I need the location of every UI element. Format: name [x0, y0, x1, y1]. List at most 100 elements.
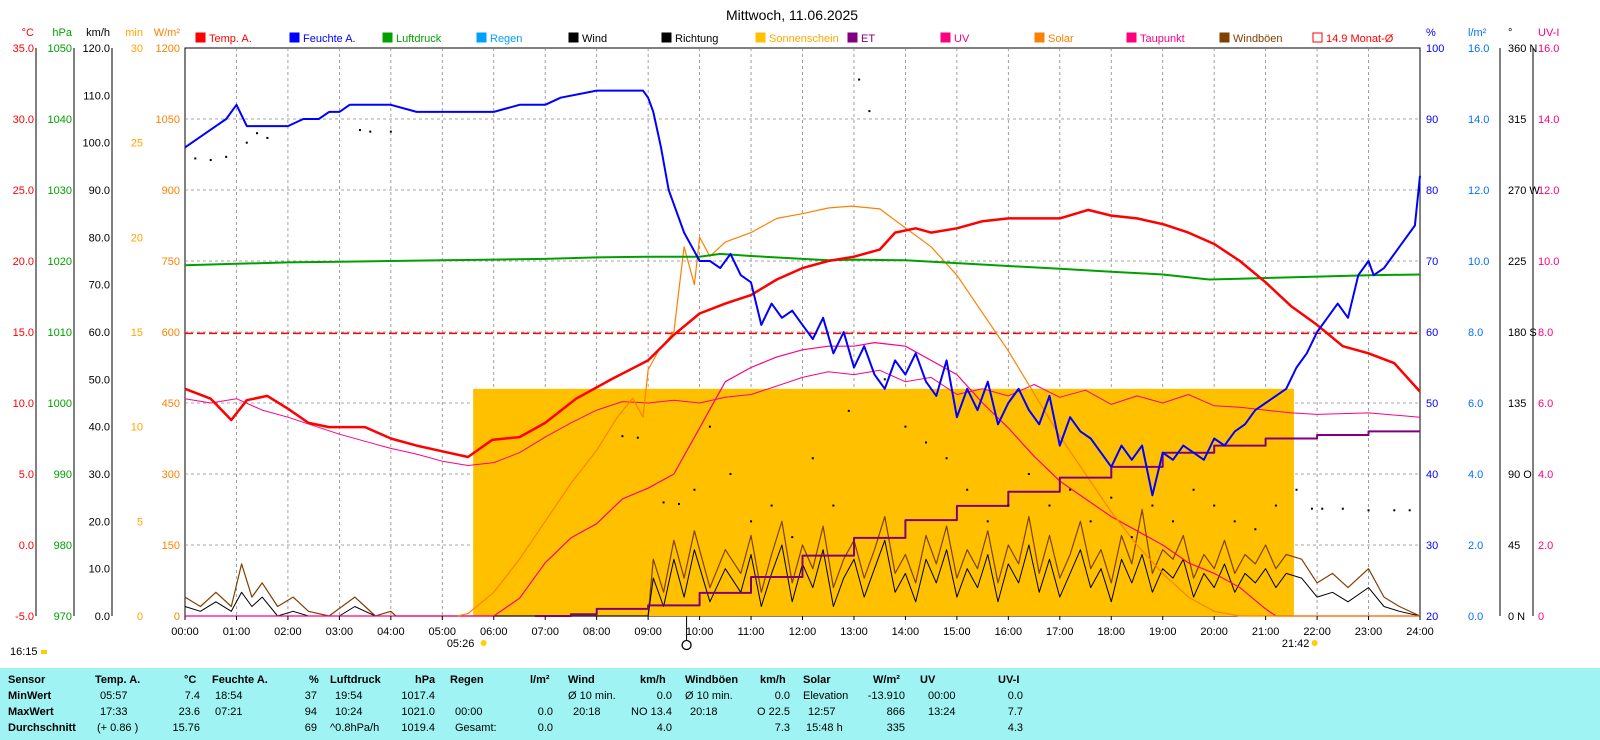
sunset-label: 21:42: [1282, 638, 1310, 650]
stats-max-uv: 7.7: [1007, 706, 1023, 718]
stats-avg-temp: 15.76: [172, 722, 200, 734]
direction-point: [1213, 504, 1216, 507]
x-tick-label: 08:00: [583, 626, 611, 638]
stats-max-solar: 866: [886, 706, 905, 718]
direction-point: [1130, 536, 1133, 539]
axis-tick-label-uv: 2.0: [1538, 540, 1553, 552]
series-line-uv: [185, 342, 1420, 617]
axis-tick-label-direction: 315: [1508, 114, 1526, 126]
direction-point: [636, 436, 639, 439]
axis-tick-label-wind: 10.0: [89, 564, 110, 576]
legend-label: Feuchte A.: [303, 33, 356, 45]
stats-max-solar-time: 12:57: [808, 706, 836, 718]
stats-max-press: 1021.0: [401, 706, 435, 718]
legend-swatch: [1312, 32, 1323, 43]
x-tick-label: 04:00: [377, 626, 405, 638]
direction-point: [1172, 520, 1174, 523]
axis-tick-label-uv: 8.0: [1538, 327, 1553, 339]
axis-unit-sunshine_min: min: [125, 27, 143, 39]
direction-point: [693, 488, 696, 491]
direction-point: [1089, 520, 1092, 523]
axis-tick-label-rain: 16.0: [1468, 43, 1489, 55]
stats-header-press-unit: hPa: [415, 674, 436, 686]
direction-point: [1274, 504, 1277, 507]
axis-unit-uv: UV-I: [1538, 27, 1559, 39]
axis-tick-label-sunshine_min: 25: [131, 138, 143, 150]
stats-min-solar: -13.910: [867, 690, 905, 702]
direction-point: [708, 425, 711, 428]
axis-tick-label-direction: 270 W: [1508, 185, 1540, 197]
stats-avg-temp-note: (+ 0.86 ): [97, 722, 139, 734]
x-tick-label: 02:00: [274, 626, 302, 638]
axis-tick-label-humidity: 60: [1426, 327, 1438, 339]
legend-label: Taupunkt: [1140, 33, 1185, 45]
stats-avg-wind: 4.0: [656, 722, 672, 734]
direction-point: [1151, 504, 1154, 507]
stats-avg-uv: 4.3: [1007, 722, 1023, 734]
series-line-feuchtea: [184, 89, 1421, 497]
axis-tick-label-solar: 1200: [156, 43, 180, 55]
legend-swatch: [755, 32, 766, 43]
direction-point: [945, 457, 948, 460]
axis-unit-direction: °: [1508, 27, 1512, 39]
legend-label: Solar: [1048, 33, 1074, 45]
axis-tick-label-rain: 14.0: [1468, 114, 1489, 126]
legend-label: Luftdruck: [396, 33, 442, 45]
direction-point: [662, 501, 665, 504]
direction-point: [209, 159, 212, 162]
stats-header-sensor: Sensor: [8, 674, 46, 686]
axis-tick-label-solar: 300: [162, 469, 180, 481]
stats-min-hum-time: 18:54: [215, 690, 243, 702]
x-tick-label: 06:00: [480, 626, 508, 638]
axis-tick-label-direction: 45: [1508, 540, 1520, 552]
x-tick-label: 14:00: [892, 626, 920, 638]
series-line-solar: [457, 205, 1420, 617]
stats-row-min-label: MinWert: [8, 690, 52, 702]
axis-tick-label-wind: 90.0: [89, 185, 110, 197]
stats-row-avg-label: Durchschnitt: [8, 722, 76, 734]
x-tick-label: 23:00: [1355, 626, 1383, 638]
legend-swatch: [568, 32, 579, 43]
legend-label: ET: [861, 33, 875, 45]
legend-swatch: [1034, 32, 1045, 43]
axis-tick-label-wind: 20.0: [89, 516, 110, 528]
direction-point: [770, 504, 773, 507]
series-layer: [184, 78, 1421, 617]
x-tick-label: 22:00: [1303, 626, 1331, 638]
direction-point: [791, 536, 794, 539]
direction-point: [868, 110, 871, 113]
axis-tick-label-sunshine_min: 30: [131, 43, 143, 55]
x-tick-label: 16:00: [995, 626, 1023, 638]
direction-point: [1393, 509, 1396, 512]
axis-tick-label-humidity: 20: [1426, 611, 1438, 623]
x-tick-label: 09:00: [634, 626, 662, 638]
x-tick-label: 10:00: [686, 626, 714, 638]
stats-header-temp: Temp. A.: [95, 674, 141, 686]
axis-tick-label-solar: 600: [162, 327, 180, 339]
axis-tick-label-uv: 10.0: [1538, 256, 1559, 268]
axis-tick-label-humidity: 70: [1426, 256, 1438, 268]
direction-point: [1233, 520, 1236, 523]
stats-max-hum: 94: [304, 706, 317, 718]
axis-tick-label-solar: 750: [162, 256, 180, 268]
direction-point: [1310, 507, 1313, 510]
stats-min-press-time: 19:54: [335, 690, 363, 702]
stats-max-temp-time: 17:33: [100, 706, 128, 718]
moon-icon: [681, 639, 692, 651]
axis-tick-label-humidity: 30: [1426, 540, 1438, 552]
axis-tick-label-wind: 100.0: [82, 138, 110, 150]
x-tick-label: 01:00: [223, 626, 251, 638]
direction-point: [194, 157, 197, 160]
direction-point: [256, 132, 259, 135]
stats-header-solar: Solar: [803, 674, 831, 686]
axis-tick-label-pressure: 970: [54, 611, 72, 623]
stats-max-hum-time: 07:21: [215, 706, 243, 718]
stats-avg-solar: 335: [886, 722, 905, 734]
stats-min-uv: 0.0: [1007, 690, 1023, 702]
axis-tick-label-humidity: 80: [1426, 185, 1438, 197]
legend-swatch: [847, 32, 858, 43]
x-tick-label: 12:00: [789, 626, 817, 638]
legend-swatch: [382, 32, 393, 43]
direction-point: [1069, 488, 1072, 491]
axis-tick-label-humidity: 50: [1426, 398, 1438, 410]
